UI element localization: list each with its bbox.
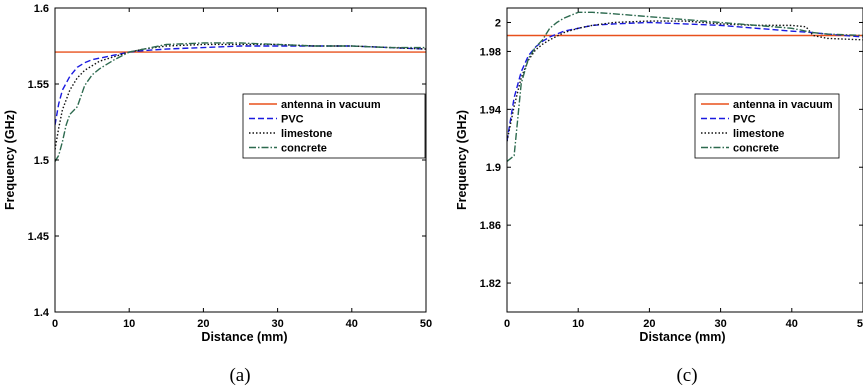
y-tick-label: 1.5	[34, 155, 49, 167]
axes-box	[54, 7, 427, 313]
y-tick-label: 1.4	[34, 307, 50, 319]
y-tick-label: 1.55	[28, 79, 49, 91]
y-tick-label: 1.98	[480, 46, 501, 58]
chart-panel-0: 0 10 20 30 40 50 1.4 1.45 1.5 1.55 1.6 Distance (mm…	[3, 3, 432, 386]
x-tick-label: 40	[346, 318, 358, 330]
x-tick-label: 0	[504, 318, 510, 330]
y-tick-label: 1.94	[480, 104, 502, 116]
x-axis-label: Distance (mm)	[639, 330, 725, 344]
legend: antenna in vacuum PVC limestone concrete	[242, 93, 426, 159]
y-axis-label: Frequency (GHz)	[455, 110, 469, 210]
x-tick-label: 30	[714, 318, 726, 330]
legend-label: PVC	[281, 114, 304, 126]
y-tick-label: 1.82	[480, 278, 501, 290]
x-axis-label: Distance (mm)	[201, 330, 287, 344]
y-tick-label: 1.9	[486, 162, 501, 174]
legend-label: concrete	[733, 143, 779, 155]
legend-label: limestone	[733, 128, 784, 140]
y-tick-label: 1.45	[28, 231, 49, 243]
legend-label: concrete	[281, 143, 327, 155]
chart-panel-1: 0 10 20 30 40 50 1.82 1.86 1.9 1.94 1.98 2 Distance …	[455, 7, 863, 386]
legend-label: antenna in vacuum	[281, 99, 381, 111]
legend-label: antenna in vacuum	[733, 99, 833, 111]
x-tick-label: 50	[857, 318, 863, 330]
series-line-concrete	[507, 11, 863, 162]
x-tick-label: 10	[123, 318, 135, 330]
x-tick-label: 50	[420, 318, 432, 330]
y-tick-label: 2	[495, 17, 501, 29]
series-line-concrete	[55, 42, 426, 162]
axes-box	[506, 7, 863, 313]
legend: antenna in vacuum PVC limestone concrete	[694, 93, 840, 159]
series-line-limestone	[507, 20, 863, 142]
legend-label: PVC	[733, 114, 756, 126]
x-tick-label: 10	[572, 318, 584, 330]
y-axis-label: Frequency (GHz)	[3, 110, 17, 210]
x-tick-label: 30	[271, 318, 283, 330]
series-line-pvc	[507, 21, 863, 142]
legend-label: limestone	[281, 128, 332, 140]
x-tick-label: 20	[197, 318, 209, 330]
x-tick-label: 40	[786, 318, 798, 330]
panel-caption: (a)	[229, 365, 250, 386]
x-tick-label: 20	[643, 318, 655, 330]
x-tick-label: 0	[52, 318, 58, 330]
y-tick-label: 1.86	[480, 220, 501, 232]
panel-caption: (c)	[676, 365, 697, 386]
y-tick-label: 1.6	[34, 3, 49, 15]
